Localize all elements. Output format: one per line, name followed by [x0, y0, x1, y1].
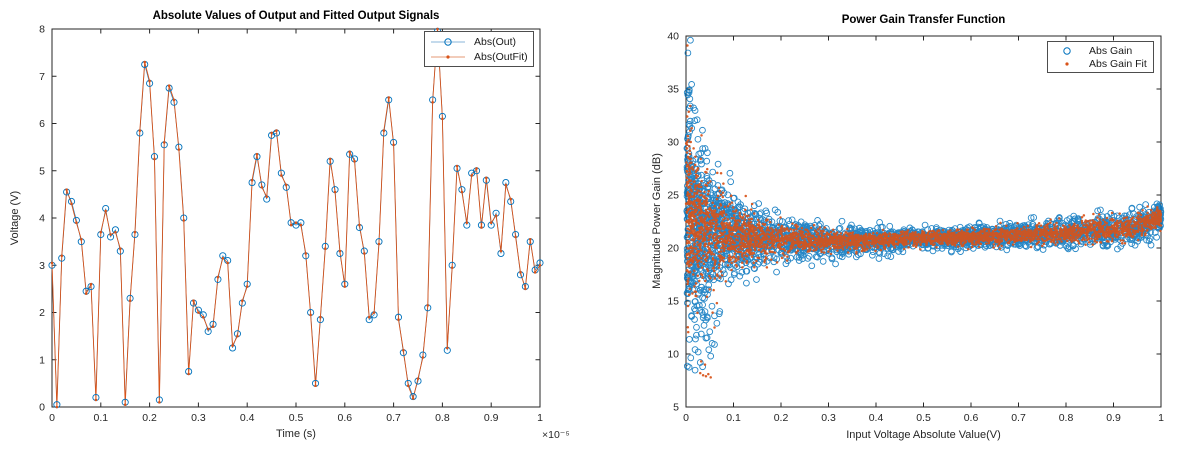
line-dot-marker-icon	[429, 51, 467, 63]
svg-text:0.3: 0.3	[191, 412, 206, 424]
svg-text:10: 10	[667, 349, 679, 361]
legend-item-abs-gain: Abs Gain	[1052, 44, 1149, 57]
svg-text:0.5: 0.5	[916, 412, 931, 424]
svg-text:0.4: 0.4	[869, 412, 884, 424]
left-chart-axis-exponent: ×10⁻⁵	[542, 429, 570, 441]
svg-text:1: 1	[1158, 412, 1164, 424]
open-circle-marker-icon	[1052, 45, 1082, 57]
svg-text:5: 5	[673, 402, 679, 414]
svg-text:8: 8	[39, 24, 45, 36]
svg-text:0.7: 0.7	[1011, 412, 1026, 424]
svg-text:0.1: 0.1	[93, 412, 108, 424]
svg-text:0.7: 0.7	[386, 412, 401, 424]
svg-text:0.4: 0.4	[240, 412, 255, 424]
legend-label: Abs(OutFit)	[474, 50, 528, 63]
left-chart-xlabel: Time (s)	[276, 428, 316, 440]
svg-text:0.3: 0.3	[821, 412, 836, 424]
svg-text:25: 25	[667, 190, 679, 202]
left-chart-title: Absolute Values of Output and Fitted Out…	[152, 10, 440, 22]
svg-text:0: 0	[49, 412, 55, 424]
legend-label: Abs(Out)	[474, 35, 517, 48]
svg-text:7: 7	[39, 71, 45, 83]
line-circle-marker-icon	[429, 36, 467, 48]
right-chart-ylabel: Magnitude Power Gain (dB)	[651, 153, 663, 289]
svg-text:0.9: 0.9	[1106, 412, 1121, 424]
svg-text:5: 5	[39, 165, 45, 177]
legend-label: Abs Gain Fit	[1089, 57, 1147, 70]
svg-text:0: 0	[39, 402, 45, 414]
dot-marker-icon	[1052, 58, 1082, 70]
svg-text:0.5: 0.5	[289, 412, 304, 424]
svg-text:0.8: 0.8	[1059, 412, 1074, 424]
svg-text:0.8: 0.8	[435, 412, 450, 424]
svg-text:3: 3	[39, 260, 45, 272]
svg-text:0.2: 0.2	[774, 412, 789, 424]
svg-text:30: 30	[667, 137, 679, 149]
svg-text:0.6: 0.6	[964, 412, 979, 424]
legend-item-abs-gain-fit: Abs Gain Fit	[1052, 57, 1149, 70]
svg-text:15: 15	[667, 296, 679, 308]
svg-text:35: 35	[667, 84, 679, 96]
svg-text:0: 0	[683, 412, 689, 424]
svg-text:40: 40	[667, 31, 679, 43]
right-chart-legend: Abs Gain Abs Gain Fit	[1047, 41, 1154, 73]
svg-text:0.2: 0.2	[142, 412, 157, 424]
svg-text:1: 1	[537, 412, 543, 424]
right-chart-xlabel: Input Voltage Absolute Value(V)	[846, 429, 1001, 441]
svg-text:2: 2	[39, 307, 45, 319]
svg-text:0.1: 0.1	[726, 412, 741, 424]
svg-text:0.6: 0.6	[337, 412, 352, 424]
svg-text:4: 4	[39, 213, 45, 225]
svg-text:1: 1	[39, 354, 45, 366]
left-chart-ylabel: Voltage (V)	[9, 190, 21, 246]
legend-item-abs-outfit: Abs(OutFit)	[429, 49, 529, 64]
svg-text:6: 6	[39, 118, 45, 130]
legend-label: Abs Gain	[1089, 44, 1133, 57]
left-chart-legend: Abs(Out) Abs(OutFit)	[424, 31, 534, 67]
legend-item-abs-out: Abs(Out)	[429, 34, 529, 49]
svg-text:0.9: 0.9	[484, 412, 499, 424]
svg-text:20: 20	[667, 243, 679, 255]
right-chart-title: Power Gain Transfer Function	[841, 14, 1006, 26]
